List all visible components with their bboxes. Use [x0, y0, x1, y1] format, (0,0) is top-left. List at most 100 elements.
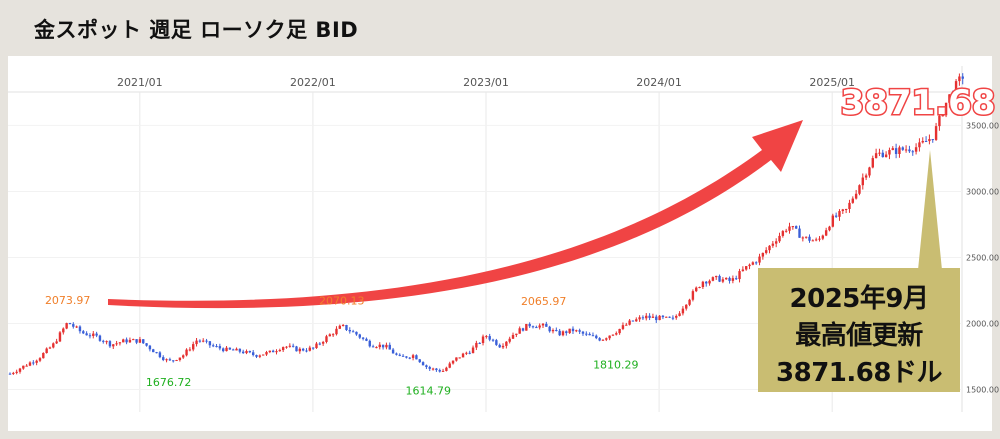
- candle-body: [804, 236, 808, 238]
- candle-body: [441, 370, 445, 372]
- candle-body: [814, 239, 818, 241]
- candle-body: [112, 344, 115, 347]
- candle-body: [661, 315, 665, 318]
- candle-body: [355, 331, 358, 335]
- candle-body: [265, 352, 268, 355]
- candle-body: [651, 316, 655, 318]
- candle-body: [301, 348, 305, 351]
- candle-body: [335, 328, 338, 335]
- candle-body: [108, 341, 112, 347]
- candle-body: [475, 342, 478, 348]
- candle-body: [485, 336, 488, 338]
- candle-body: [148, 345, 152, 350]
- candle-body: [318, 343, 322, 345]
- candle-body: [725, 277, 728, 280]
- candle-body: [212, 345, 215, 347]
- candle-body: [218, 346, 222, 349]
- candle-body: [538, 325, 541, 328]
- candle-body: [928, 139, 931, 142]
- candle-body: [914, 147, 918, 152]
- candle-body: [498, 344, 501, 348]
- candle-body: [85, 333, 88, 336]
- low-price-label: 1810.29: [593, 359, 639, 372]
- candle-body: [68, 323, 72, 325]
- candle-body: [22, 365, 25, 369]
- candle-body: [275, 351, 278, 353]
- candle-body: [202, 340, 205, 342]
- candle-body: [505, 341, 508, 346]
- candle-body: [698, 287, 701, 289]
- candle-body: [168, 359, 172, 361]
- candle-body: [921, 141, 924, 143]
- candle-body: [831, 215, 835, 227]
- candle-body: [431, 368, 435, 370]
- candle-body: [491, 339, 495, 341]
- candle-body: [152, 349, 155, 353]
- candle-body: [445, 367, 448, 371]
- candle-body: [581, 331, 585, 334]
- candle-body: [245, 351, 248, 354]
- candle-body: [271, 350, 275, 353]
- candle-body: [82, 331, 85, 334]
- candle-body: [251, 352, 255, 356]
- candle-body: [391, 349, 395, 354]
- candle-body: [105, 341, 108, 343]
- candle-body: [501, 345, 505, 348]
- chart-title: 金スポット 週足 ローソク足 BID: [34, 18, 359, 42]
- candle-body: [548, 326, 551, 332]
- candle-body: [525, 323, 528, 331]
- candle-body: [268, 350, 272, 353]
- candle-body: [261, 354, 265, 356]
- candle-body: [448, 363, 451, 368]
- candle-body: [401, 355, 405, 357]
- candle-body: [118, 342, 122, 344]
- candle-body: [808, 236, 811, 241]
- candle-body: [455, 357, 458, 361]
- candle-body: [38, 358, 42, 361]
- candle-body: [515, 333, 518, 335]
- x-tick-label: 2025/01: [809, 76, 855, 89]
- candle-body: [591, 335, 595, 337]
- high-price-label: 2073.97: [45, 294, 91, 307]
- candle-body: [258, 355, 262, 357]
- candle-body: [824, 230, 828, 236]
- candle-body: [435, 368, 438, 371]
- candle-body: [891, 148, 894, 150]
- candle-body: [288, 345, 292, 347]
- candle-body: [601, 339, 605, 341]
- high-price-label: 2070.13: [319, 294, 365, 307]
- candle-body: [488, 336, 491, 340]
- candle-body: [478, 342, 481, 344]
- candle-body: [941, 115, 944, 117]
- candle-body: [944, 102, 948, 116]
- candle-body: [98, 335, 102, 341]
- candle-body: [308, 347, 312, 351]
- candle-body: [854, 193, 858, 199]
- candle-body: [28, 362, 32, 366]
- candle-body: [541, 323, 545, 326]
- candle-body: [102, 340, 105, 342]
- candle-body: [668, 316, 671, 318]
- candle-body: [858, 185, 861, 194]
- candle-body: [828, 226, 831, 231]
- candle-body: [45, 348, 48, 354]
- candle-body: [481, 336, 485, 344]
- candle-body: [221, 348, 225, 352]
- candle-body: [175, 360, 178, 362]
- candle-body: [844, 208, 848, 210]
- candle-body: [185, 349, 188, 356]
- candle-body: [32, 362, 35, 364]
- candle-body: [568, 328, 571, 334]
- candle-body: [368, 340, 371, 347]
- latest-price-label: 3871.68: [841, 83, 996, 123]
- y-tick-label: 3000.00: [966, 187, 999, 196]
- candle-body: [305, 350, 308, 352]
- candle-body: [904, 149, 908, 151]
- candle-body: [415, 355, 418, 360]
- candle-body: [458, 357, 461, 359]
- candle-body: [518, 328, 521, 334]
- candle-body: [648, 315, 651, 318]
- candle-body: [841, 209, 845, 212]
- candle-body: [655, 316, 658, 321]
- candle-body: [608, 335, 611, 339]
